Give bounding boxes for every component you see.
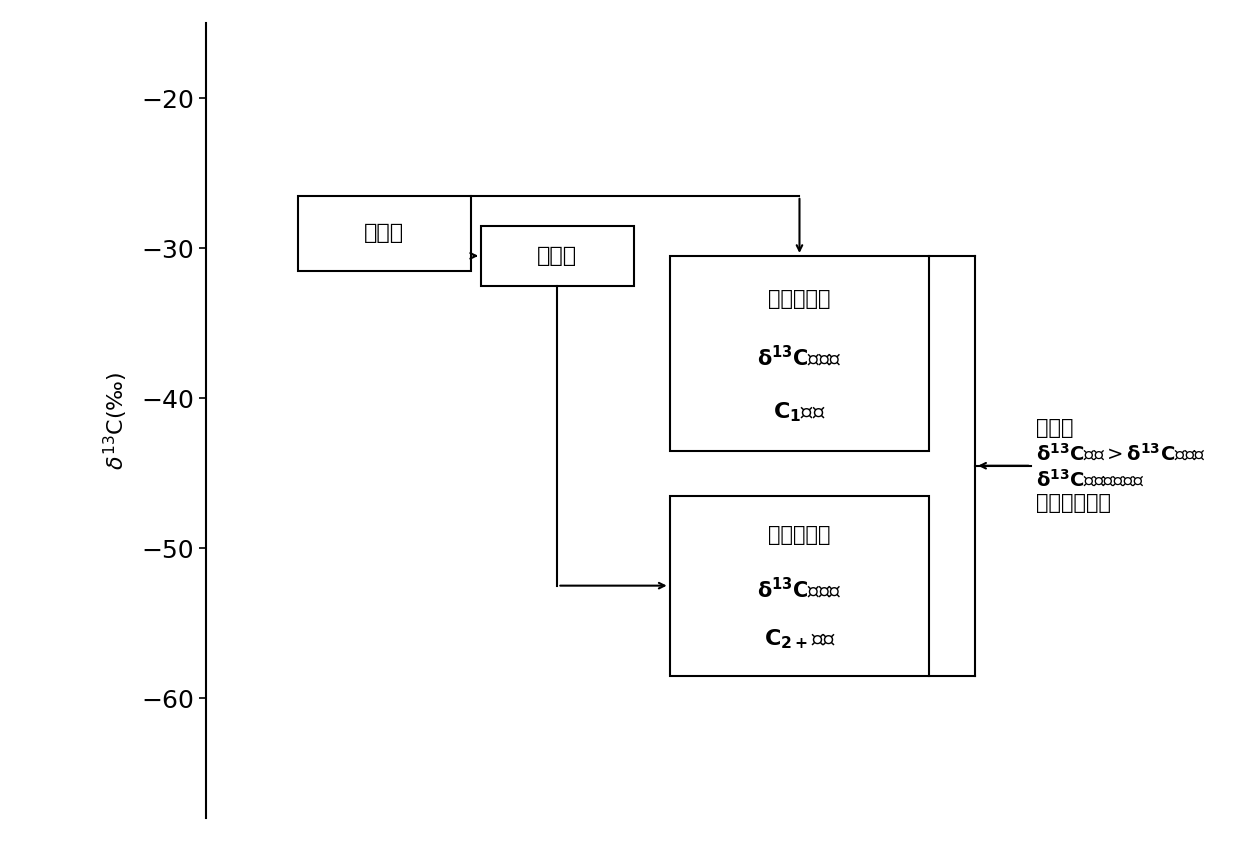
Bar [481,226,634,286]
Text: 混合气: 混合气 [1037,418,1074,439]
Text: $\mathbf{\delta^{13}C}$甲烷$>\mathbf{\delta^{13}C}$乙烷，: $\mathbf{\delta^{13}C}$甲烷$>\mathbf{\delt… [1037,443,1207,464]
Text: $\mathbf{\delta^{13}C}$乙烷随成熟度: $\mathbf{\delta^{13}C}$乙烷随成熟度 [1037,468,1145,490]
Text: 液态烃: 液态烃 [537,246,578,266]
Text: 干酪根: 干酪根 [365,224,404,243]
Text: 二次裂解气: 二次裂解气 [769,525,831,546]
Text: $\mathbf{C_{2+}}$较多: $\mathbf{C_{2+}}$较多 [764,628,836,651]
Text: $\mathbf{\delta^{13}C}$较重，: $\mathbf{\delta^{13}C}$较重， [758,344,842,370]
Text: 初次裂解气: 初次裂解气 [769,289,831,309]
Text: $\mathbf{\delta^{13}C}$较轻，: $\mathbf{\delta^{13}C}$较轻， [758,576,842,602]
Bar [298,196,471,271]
Text: 变化趋势反转: 变化趋势反转 [1037,493,1111,513]
Text: $\mathbf{C_1}$较多: $\mathbf{C_1}$较多 [774,400,826,423]
Bar [670,496,930,676]
Y-axis label: $\delta^{13}$C(‰): $\delta^{13}$C(‰) [102,371,130,470]
Bar [670,256,930,450]
